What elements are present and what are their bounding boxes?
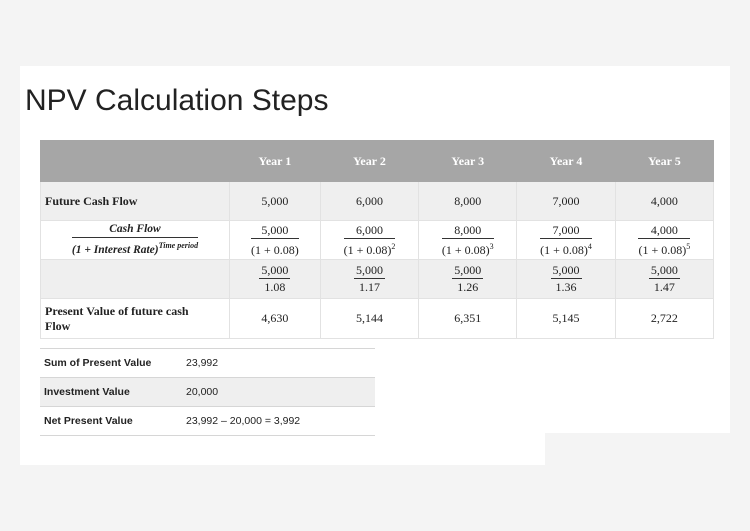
numerator: 4,000 — [638, 223, 691, 239]
denominator: (1 + 0.08) — [343, 242, 392, 257]
row-label: Future Cash Flow — [40, 181, 230, 221]
formula-denominator: (1 + Interest Rate)Time period — [72, 238, 198, 258]
header-cell: Year 2 — [319, 140, 420, 182]
numerator: 5,000 — [648, 263, 680, 279]
header-row: Year 1 Year 2 Year 3 Year 4 Year 5 — [40, 140, 715, 182]
cell: 5,000 1.47 — [614, 259, 715, 299]
page-title: NPV Calculation Steps — [25, 84, 329, 117]
cell: 5,000 1.17 — [319, 259, 420, 299]
numerator: 8,000 — [441, 223, 494, 239]
present-value-row: Present Value of future cash Flow 4,630 … — [40, 298, 715, 339]
numerator: 5,000 — [259, 263, 291, 279]
denominator: (1 + 0.08) — [441, 242, 490, 257]
formula-denominator-text: (1 + Interest Rate) — [71, 243, 159, 256]
summary-label: Sum of Present Value — [40, 348, 186, 378]
row-label-empty — [40, 259, 230, 299]
header-cell — [40, 140, 230, 182]
numerator: 6,000 — [343, 223, 396, 239]
cell: 5,000 1.26 — [418, 259, 518, 299]
cell: 5,145 — [516, 298, 616, 339]
cell: 4,000 — [614, 181, 715, 221]
summary-table: Sum of Present Value 23,992 Investment V… — [40, 348, 375, 436]
summary-value: 23,992 – 20,000 = 3,992 — [186, 406, 375, 436]
summary-row: Sum of Present Value 23,992 — [40, 348, 375, 378]
cell: 5,000 1.36 — [516, 259, 616, 299]
cell: 5,144 — [319, 298, 420, 339]
exponent: 2 — [391, 241, 396, 251]
numerator: 5,000 — [251, 223, 299, 239]
npv-table: Year 1 Year 2 Year 3 Year 4 Year 5 Futur… — [40, 140, 715, 339]
numerator: 5,000 — [452, 263, 484, 279]
summary-value: 23,992 — [186, 348, 375, 378]
denominator: (1 + 0.08) — [540, 242, 588, 257]
future-cash-flow-row: Future Cash Flow 5,000 6,000 8,000 7,000… — [40, 181, 715, 221]
formula-numerator: Cash Flow — [71, 222, 199, 239]
numerator: 5,000 — [550, 263, 582, 279]
cell: 4,000 (1 + 0.08)5 — [614, 220, 715, 260]
cell: 7,000 — [516, 181, 616, 221]
cell: 8,000 (1 + 0.08)3 — [418, 220, 518, 260]
cell: 5,000 (1 + 0.08) — [229, 220, 321, 260]
row-label: Present Value of future cash Flow — [40, 298, 230, 339]
formula-row: Cash Flow (1 + Interest Rate)Time period… — [40, 220, 715, 260]
header-cell: Year 3 — [418, 140, 518, 182]
cell: 5,000 — [229, 181, 321, 221]
cell: 8,000 — [418, 181, 518, 221]
denominator: (1 + 0.08) — [638, 242, 687, 257]
background-notch — [545, 433, 730, 465]
formula-fraction: Cash Flow (1 + Interest Rate)Time period — [71, 222, 199, 258]
denominator: 1.26 — [457, 280, 479, 294]
exponent: 5 — [686, 241, 691, 251]
header-cell: Year 1 — [229, 140, 321, 182]
summary-label: Investment Value — [40, 377, 186, 407]
denominator: 1.17 — [358, 280, 380, 294]
simplified-row: 5,000 1.08 5,000 1.17 5,000 1.26 5,000 1.36 … — [40, 259, 715, 299]
cell: 6,000 — [319, 181, 420, 221]
header-cell: Year 5 — [614, 140, 715, 182]
cell: 2,722 — [614, 298, 715, 339]
denominator: (1 + 0.08) — [251, 242, 299, 257]
cell: 6,351 — [418, 298, 518, 339]
exponent: 3 — [489, 241, 494, 251]
exponent: 4 — [587, 241, 592, 251]
formula-label: Cash Flow (1 + Interest Rate)Time period — [40, 220, 230, 260]
numerator: 5,000 — [353, 263, 385, 279]
numerator: 7,000 — [540, 223, 592, 239]
denominator: 1.08 — [264, 280, 286, 294]
summary-row: Net Present Value 23,992 – 20,000 = 3,99… — [40, 406, 375, 436]
cell: 4,630 — [229, 298, 321, 339]
header-cell: Year 4 — [516, 140, 616, 182]
summary-row: Investment Value 20,000 — [40, 377, 375, 407]
summary-label: Net Present Value — [40, 406, 186, 436]
denominator: 1.36 — [555, 280, 577, 294]
cell: 6,000 (1 + 0.08)2 — [319, 220, 420, 260]
summary-value: 20,000 — [186, 377, 375, 407]
formula-exponent: Time period — [158, 241, 199, 251]
cell: 7,000 (1 + 0.08)4 — [516, 220, 616, 260]
cell: 5,000 1.08 — [229, 259, 321, 299]
denominator: 1.47 — [653, 280, 675, 294]
